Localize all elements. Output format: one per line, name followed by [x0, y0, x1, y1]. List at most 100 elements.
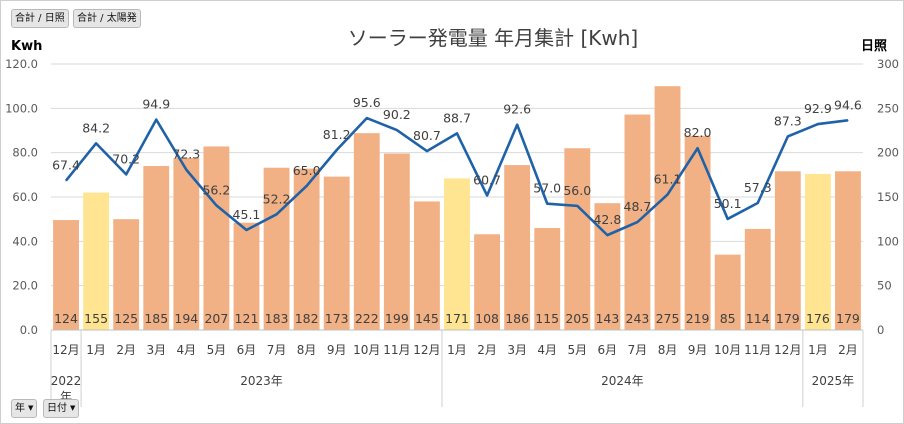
line-point [366, 117, 368, 119]
y-axis-label-left: Kwh [11, 39, 42, 54]
bar [564, 148, 591, 330]
bar-label: 108 [475, 311, 499, 326]
y-tick-left: 0.0 [20, 323, 38, 337]
x-year-label: 2022 [51, 374, 82, 388]
x-tick-month: 7月 [628, 343, 648, 357]
line-label: 70.2 [112, 151, 140, 166]
line-point [125, 173, 127, 175]
bar-data-labels: 124 155 125 185 194 207 121 183 182 173 222 199 145 1… [54, 311, 860, 326]
line-label: 94.6 [834, 97, 862, 112]
line-label: 72.3 [172, 147, 200, 162]
bar-label: 205 [565, 311, 589, 326]
line-label: 52.2 [263, 191, 291, 206]
line-label: 57.3 [744, 180, 772, 195]
y-tick-right: 50 [877, 279, 892, 293]
x-tick-month: 7月 [267, 343, 287, 357]
x-tick-month: 11月 [383, 343, 410, 357]
chart-title: ソーラー発電量 年月集計 [Kwh] [348, 26, 638, 50]
x-tick-month: 3月 [146, 343, 166, 357]
line-point [727, 218, 729, 220]
bar [113, 219, 140, 330]
x-tick-month: 10月 [714, 343, 741, 357]
line-point [306, 185, 308, 187]
line-label: 87.3 [774, 113, 802, 128]
x-tick-month: 9月 [327, 343, 347, 357]
bar-label: 124 [54, 311, 78, 326]
line-label: 80.7 [413, 128, 441, 143]
line-point [546, 203, 548, 205]
bar-label: 115 [535, 311, 559, 326]
line-label: 88.7 [443, 110, 471, 125]
bar [353, 133, 380, 330]
line-label: 45.1 [233, 207, 261, 222]
bar [203, 146, 230, 330]
x-tick-month: 1月 [808, 343, 828, 357]
bar [413, 201, 440, 330]
bar-label: 185 [144, 311, 168, 326]
bar [504, 165, 531, 330]
bar-label: 275 [656, 311, 680, 326]
y-tick-left: 20.0 [12, 279, 38, 293]
bar [684, 135, 711, 330]
filter-button-solar-total[interactable]: 合計 / 太陽発 [73, 9, 141, 28]
x-tick-month: 11月 [744, 343, 771, 357]
line-point [155, 119, 157, 121]
y-tick-right: 0 [877, 323, 884, 337]
line-point [516, 124, 518, 126]
bar-label: 173 [325, 311, 349, 326]
bar [233, 222, 260, 330]
line-point [757, 202, 759, 204]
line-label: 81.2 [323, 127, 351, 142]
filter-year-dropdown[interactable]: 年 ▼ [11, 399, 38, 418]
filter-date-dropdown[interactable]: 日付 ▼ [43, 399, 80, 418]
line-point [606, 234, 608, 236]
x-year-label: 2025年 [812, 374, 855, 388]
x-year-label: 2024年 [601, 374, 644, 388]
x-tick-month: 8月 [297, 343, 317, 357]
bar-label: 186 [505, 311, 529, 326]
bar [444, 178, 470, 330]
y-axis-right: 0 50 100 150 200 250 300 [877, 57, 899, 337]
line-label: 57.0 [533, 181, 561, 196]
y-tick-left: 80.0 [12, 146, 38, 160]
line-point [847, 119, 849, 121]
line-point [576, 205, 578, 207]
line-label: 94.9 [142, 97, 170, 112]
x-tick-month: 2月 [838, 343, 858, 357]
line-point [275, 213, 278, 215]
x-year-label: 2023年 [240, 374, 283, 388]
x-tick-month: 5月 [567, 343, 587, 357]
x-tick-month: 8月 [658, 343, 678, 357]
bar [714, 254, 741, 330]
line-point [456, 132, 458, 134]
bar [143, 165, 170, 330]
bar [474, 234, 501, 330]
x-tick-month: 12月 [774, 343, 801, 357]
x-tick-month: 6月 [598, 343, 618, 357]
bar-label: 219 [686, 311, 710, 326]
line-point [696, 147, 699, 149]
line-label: 56.0 [563, 183, 591, 198]
line-point [336, 149, 338, 151]
y-tick-right: 100 [877, 234, 899, 248]
x-tick-month: 1月 [447, 343, 467, 357]
line-label: 50.1 [714, 196, 742, 211]
bar-label: 194 [174, 311, 198, 326]
x-tick-month: 2月 [477, 343, 497, 357]
chevron-down-icon: ▼ [70, 404, 76, 412]
y-axis-left: 0.0 20.0 40.0 60.0 80.0 100.0 120.0 [5, 57, 38, 337]
line-point [787, 135, 789, 138]
bar [835, 171, 861, 330]
y-tick-left: 40.0 [12, 234, 38, 248]
line-point [666, 193, 669, 196]
line-point [185, 169, 187, 171]
bar [323, 176, 350, 330]
line-point [817, 123, 819, 125]
y-tick-left: 100.0 [5, 101, 38, 115]
line-point [396, 129, 398, 131]
bar [654, 86, 681, 331]
filter-button-sunshine-total[interactable]: 合計 / 日照 [11, 9, 69, 28]
bar-label: 85 [720, 311, 736, 326]
